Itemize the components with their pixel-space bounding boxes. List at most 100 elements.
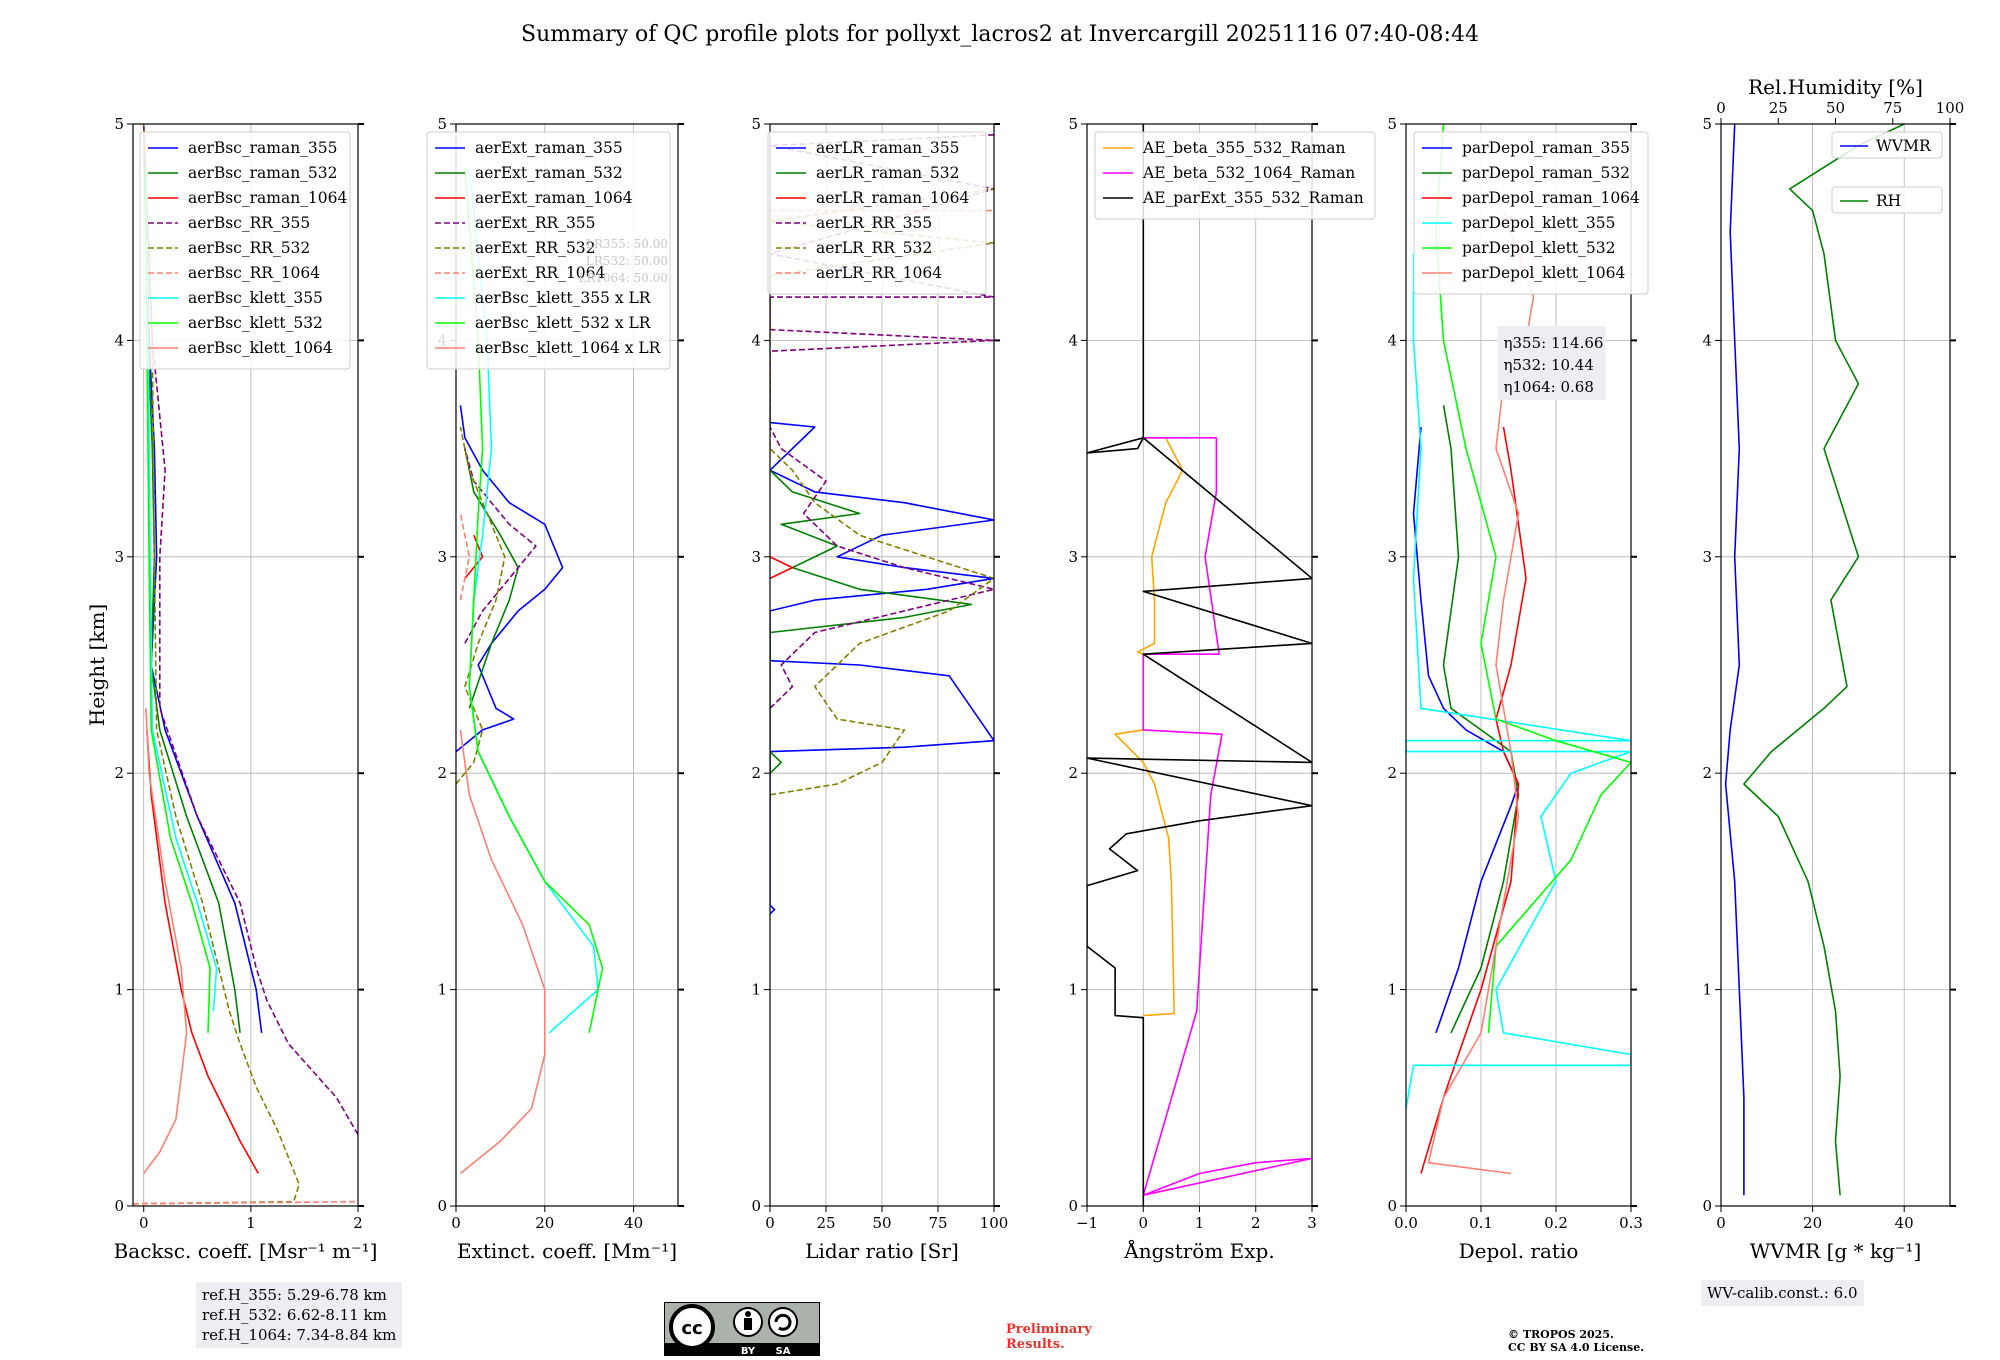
x-tick-label: 1 [246, 1214, 256, 1232]
cc-logo-text: cc [681, 1318, 702, 1339]
series-line-parDepol_klett_532 [1435, 124, 1631, 1033]
y-tick-label: 4 [1702, 331, 1712, 349]
y-tick-label: 2 [114, 764, 124, 782]
x-tick-label: 0.0 [1394, 1214, 1418, 1232]
legend-label: aerBsc_raman_1064 [188, 189, 348, 207]
x-tick-label: 0.2 [1544, 1214, 1568, 1232]
legend-frame [1831, 186, 1943, 214]
y-tick-label: 0 [1387, 1197, 1397, 1215]
y-tick-label: 4 [114, 331, 124, 349]
x-axis-label: WVMR [g * kg⁻¹] [1750, 1239, 1922, 1263]
eta-annotation-text: η355: 114.66 [1504, 334, 1604, 352]
series-line-aerLR_raman_1064 [770, 556, 794, 580]
legend-label: aerExt_RR_1064 [475, 264, 606, 282]
wv-calib-box: WV-calib.const.: 6.0 [1701, 1280, 1864, 1306]
legend-label: aerBsc_klett_532 x LR [475, 314, 652, 332]
cc-by-label: BY [741, 1346, 756, 1356]
preliminary-note: Preliminary Results. [1006, 1322, 1092, 1352]
legend-label: aerBsc_klett_532 [188, 314, 323, 332]
y-tick-label: 5 [751, 115, 761, 133]
legend-label: aerBsc_klett_355 [188, 289, 323, 307]
y-tick-label: 5 [1068, 115, 1078, 133]
x-tick-label: 75 [928, 1214, 947, 1232]
preliminary-line-1: Preliminary [1006, 1322, 1092, 1337]
x-tick-label: 100 [980, 1214, 1009, 1232]
legend: aerLR_raman_355 aerLR_raman_532 aerLR_rama… [767, 131, 987, 295]
series-line-AE_beta_532_1064_Raman [1142, 437, 1312, 1196]
series-line-aerBsc_raman_355 [142, 124, 263, 1033]
series-group [133, 124, 358, 1205]
y-tick-label: 4 [751, 331, 761, 349]
series-line-WVMR [1724, 124, 1745, 1196]
legend-label: aerBsc_RR_355 [188, 214, 310, 232]
x-axis-label: Ångström Exp. [1123, 1238, 1274, 1263]
x-tick-label: −1 [1076, 1214, 1098, 1232]
series-line-parDepol_raman_355 [1412, 426, 1520, 1034]
x-axis-label: Depol. ratio [1459, 1239, 1579, 1263]
x-tick-label: 0 [1138, 1214, 1148, 1232]
legend-label: aerLR_raman_355 [816, 139, 959, 157]
legend-frame [767, 131, 987, 295]
series-line-parDepol_klett_355 [1406, 253, 1631, 1109]
ref-height-532: ref.H_532: 6.62-8.11 km [202, 1306, 387, 1324]
legend-frame [1831, 131, 1943, 159]
panel-p2: 01234502040Extinct. coeff. [Mm⁻¹]aerExt_… [426, 115, 684, 1263]
legend-label: aerExt_raman_532 [475, 164, 623, 182]
legend-frame [1413, 131, 1649, 295]
x-tick-label: 0 [451, 1214, 461, 1232]
ref-height-355: ref.H_355: 5.29-6.78 km [202, 1286, 387, 1304]
legend: aerBsc_raman_355 aerBsc_raman_532 aerBsc_r… [139, 131, 351, 370]
copyright-note: © TROPOS 2025. CC BY SA 4.0 License. [1508, 1328, 1644, 1354]
sa-share-icon [768, 1307, 798, 1337]
series-line-aerBsc_RR_1064 [133, 1200, 358, 1205]
legend-label: aerLR_raman_1064 [816, 189, 969, 207]
top-tick-label: 75 [1883, 99, 1902, 117]
cc-license-badge: cc BY SA [664, 1302, 820, 1356]
series-line-AE_parExt_355_532_Raman [1087, 124, 1312, 1206]
y-tick-label: 2 [751, 764, 761, 782]
x-tick-label: 40 [624, 1214, 643, 1232]
legend-label: aerBsc_raman_355 [188, 139, 338, 157]
series-group [1087, 124, 1312, 1206]
eta-annotation-text: η532: 10.44 [1504, 356, 1594, 374]
legend-label: WVMR [1876, 137, 1932, 155]
y-tick-label: 2 [1068, 764, 1078, 782]
legend-frame [426, 131, 671, 370]
legend: AE_beta_355_532_Raman AE_beta_532_1064_Ra… [1094, 131, 1376, 220]
series-group [1724, 124, 1905, 1196]
axes-frame [455, 123, 679, 1207]
series-line-aerBsc_RR_532 [133, 124, 300, 1205]
series-line-aerBsc_raman_1064 [146, 729, 260, 1174]
y-tick-label: 2 [1702, 764, 1712, 782]
legend-frame [139, 131, 351, 370]
legend-label: parDepol_klett_532 [1462, 239, 1615, 257]
panel-p1: 0 1 2 3 4 5 0 1 2 Backsc. coeff. [Msr⁻¹ m⁻¹] aerBs… [114, 115, 378, 1263]
series-line-aerBsc_klett_355 [145, 167, 218, 1012]
series-line-aerBsc_klett_1064 [143, 708, 188, 1174]
legend-label: AE_beta_355_532_Raman [1142, 139, 1345, 157]
series-line-aerBsc_klett_1064 x LR [459, 729, 546, 1175]
x-tick-label: 0.1 [1469, 1214, 1493, 1232]
top-tick-label: 25 [1769, 99, 1788, 117]
figure-title: Summary of QC profile plots for pollyxt_… [521, 22, 1479, 47]
y-tick-label: 4 [1068, 331, 1078, 349]
legend-label: aerLR_RR_1064 [816, 264, 942, 282]
copyright-line-1: © TROPOS 2025. [1508, 1328, 1614, 1341]
x-axis-label: Lidar ratio [Sr] [805, 1239, 959, 1263]
cc-icon [669, 1304, 715, 1350]
y-tick-label: 1 [1068, 981, 1078, 999]
lr-overlay-text: LR532: 50.00 [586, 254, 668, 268]
y-tick-label: 5 [437, 115, 447, 133]
legend-label: aerLR_RR_355 [816, 214, 932, 232]
legend-label: parDepol_klett_1064 [1462, 264, 1625, 282]
ref-height-1064: ref.H_1064: 7.34-8.84 km [202, 1326, 397, 1344]
y-tick-label: 0 [1702, 1197, 1712, 1215]
legend-label: aerBsc_klett_1064 x LR [475, 339, 662, 357]
x-tick-label: 0 [139, 1214, 149, 1232]
y-tick-label: 1 [114, 981, 124, 999]
legend: parDepol_raman_355 parDepol_raman_532 parD… [1413, 131, 1649, 295]
y-tick-label: 3 [1702, 548, 1712, 566]
x-tick-label: 0 [765, 1214, 775, 1232]
axes-frame [132, 123, 359, 1207]
